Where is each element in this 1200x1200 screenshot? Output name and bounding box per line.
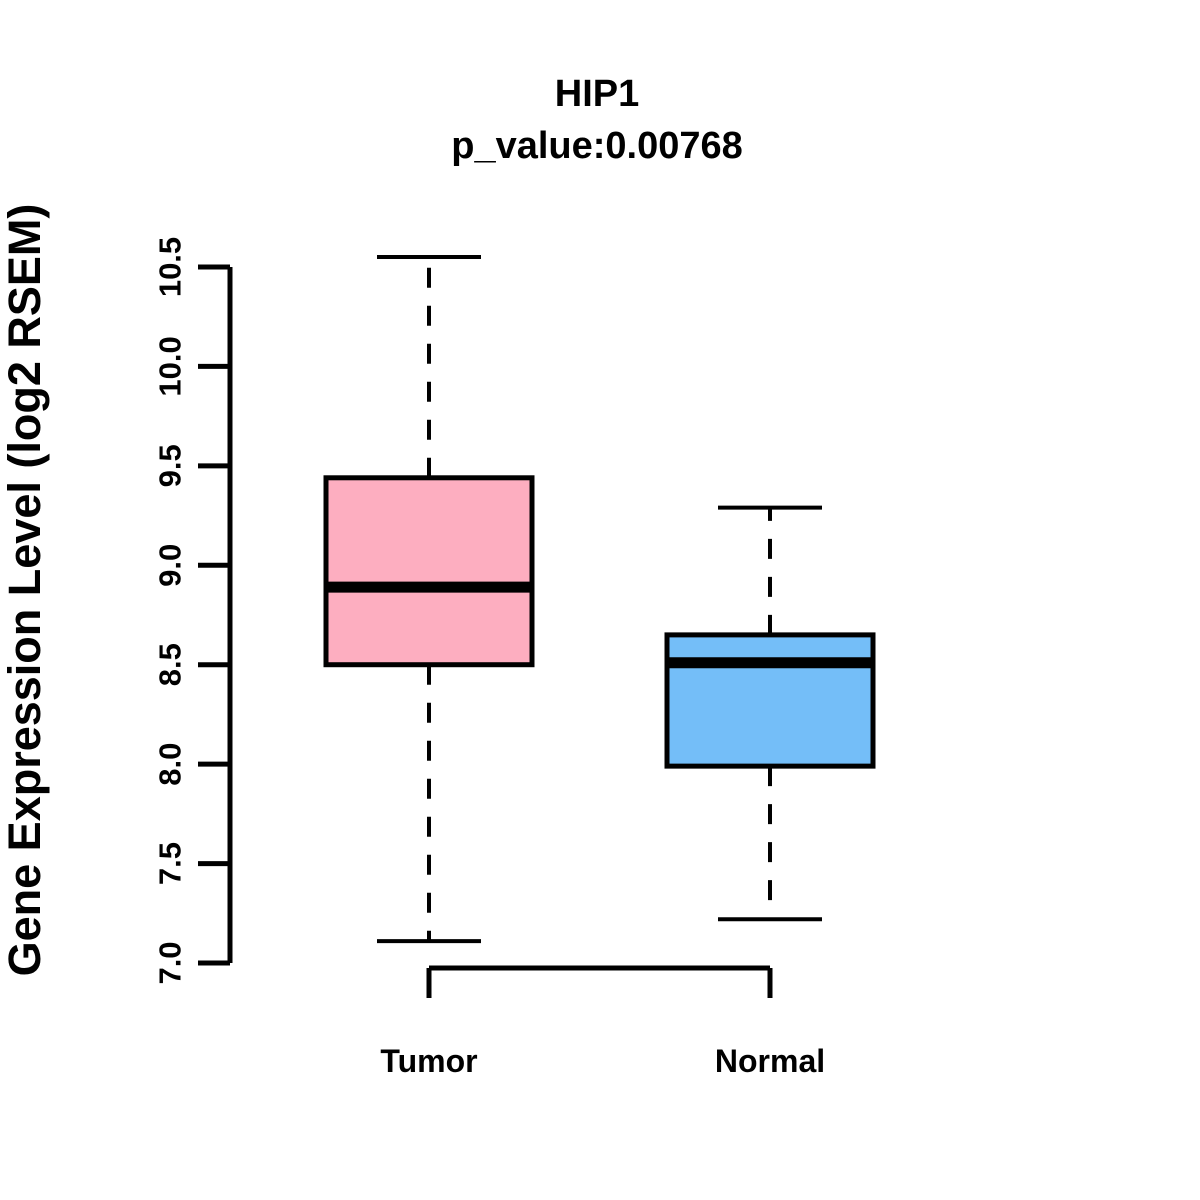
axes-layer: 7.0 7.5 8.0 8.5 9.0 9.5 10.0 10.5 Tumor Normal — [153, 237, 826, 1079]
y-tick-label: 7.0 — [153, 941, 188, 984]
iqr-box — [664, 632, 876, 769]
y-tick-label: 9.5 — [153, 444, 188, 487]
boxplot-group-normal — [664, 505, 876, 922]
y-axis-title: Gene Expression Level (log2 RSEM) — [0, 204, 50, 977]
y-tick-label: 9.0 — [153, 544, 188, 587]
y-tick-label: 8.0 — [153, 743, 188, 786]
boxes-layer — [323, 255, 876, 944]
y-tick-label: 7.5 — [153, 842, 188, 885]
boxplot-group-tumor — [323, 255, 535, 944]
chart-title: HIP1 — [555, 73, 639, 115]
y-tick-label: 8.5 — [153, 643, 188, 686]
iqr-box — [323, 475, 535, 668]
y-tick-label: 10.0 — [153, 336, 188, 396]
x-category-label-tumor: Tumor — [380, 1043, 477, 1079]
x-category-label-normal: Normal — [715, 1043, 825, 1079]
chart-subtitle: p_value:0.00768 — [451, 125, 743, 167]
y-tick-label: 10.5 — [153, 237, 188, 297]
